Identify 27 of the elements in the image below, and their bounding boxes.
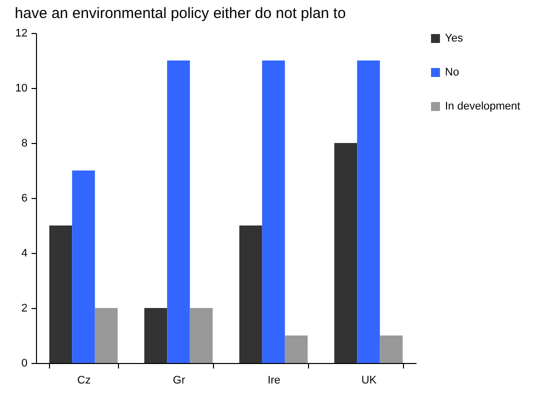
- y-tick-label: 8: [21, 138, 28, 150]
- legend-label: No: [445, 66, 460, 78]
- bar: [357, 60, 380, 363]
- bar: [380, 336, 403, 363]
- chart-title: have an environmental policy either do not plan to: [14, 5, 346, 22]
- legend-label: In development: [445, 100, 520, 112]
- x-tick-label: Gr: [172, 374, 186, 386]
- bar: [262, 60, 285, 363]
- x-tick-label: Cz: [77, 374, 91, 386]
- bar: [167, 60, 190, 363]
- bar: [72, 170, 95, 363]
- bar: [334, 143, 358, 363]
- bar: [94, 308, 118, 363]
- bar: [144, 308, 168, 363]
- y-tick-label: 6: [21, 192, 28, 204]
- bar: [284, 336, 308, 363]
- x-tick-label: UK: [361, 374, 378, 386]
- x-tick-label: Ire: [268, 374, 280, 386]
- bar: [49, 226, 72, 363]
- y-tick-label: 12: [15, 28, 28, 40]
- y-tick-label: 0: [21, 358, 28, 370]
- y-tick-label: 2: [21, 302, 28, 314]
- y-tick-label: 4: [21, 248, 28, 260]
- y-tick-label: 10: [15, 82, 28, 94]
- legend-label: Yes: [445, 32, 464, 44]
- bar: [239, 226, 262, 363]
- bar: [190, 308, 213, 363]
